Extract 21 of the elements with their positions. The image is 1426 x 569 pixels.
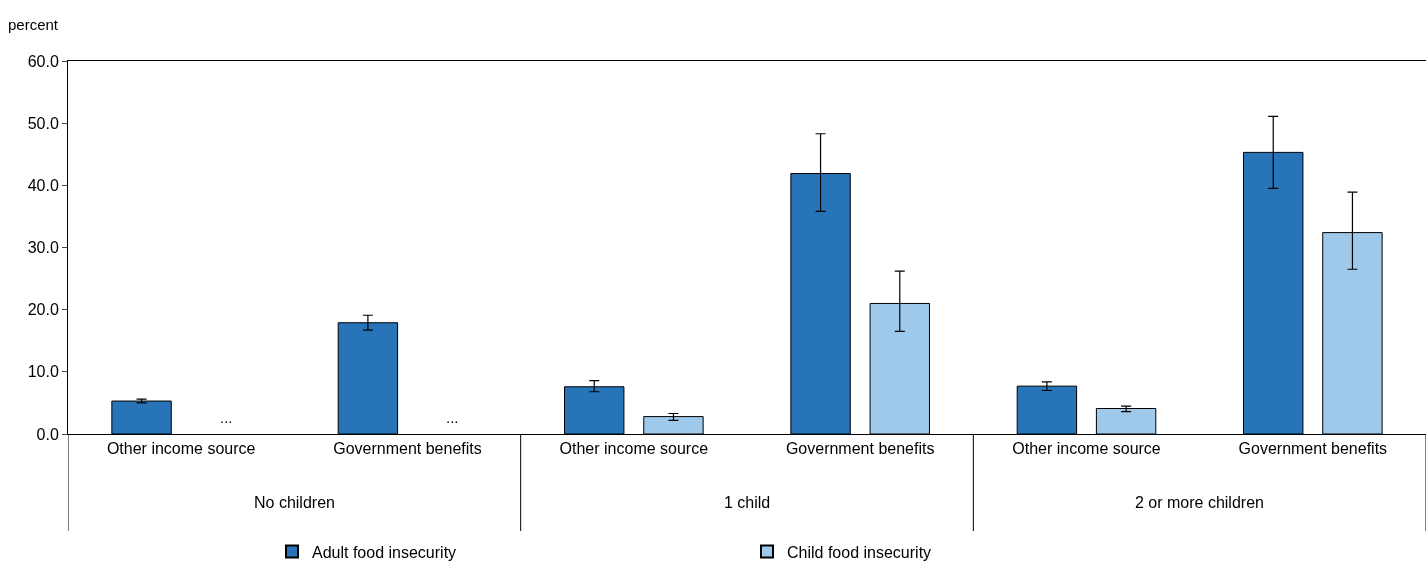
y-tick-label: 10.0: [27, 363, 59, 381]
x-tick-label: Other income source: [106, 440, 256, 458]
y-tick-label: 20.0: [27, 301, 59, 319]
legend-label: Adult food insecurity: [312, 543, 457, 561]
text: ...: [220, 409, 233, 426]
y-tick-label: 50.0: [27, 114, 59, 132]
x-tick-label: Government benefits: [785, 440, 935, 458]
y-tick-label: 0.0: [36, 425, 59, 443]
x-tick-label: Government benefits: [1238, 440, 1388, 458]
text: ...: [446, 409, 459, 426]
text: No children: [254, 494, 335, 511]
x-tick-label: Other income source: [559, 440, 709, 458]
text: 1 child: [724, 494, 771, 511]
y-tick-label: 40.0: [27, 176, 59, 194]
y-tick-label: 30.0: [27, 239, 59, 257]
legend-label: Child food insecurity: [787, 543, 932, 561]
y-axis-title: percent: [8, 16, 59, 33]
x-tick-label: Other income source: [1012, 440, 1161, 458]
y-tick-label: 60.0: [27, 52, 59, 70]
text: 2 or more children: [1135, 494, 1264, 511]
x-tick-label: Government benefits: [333, 440, 482, 458]
